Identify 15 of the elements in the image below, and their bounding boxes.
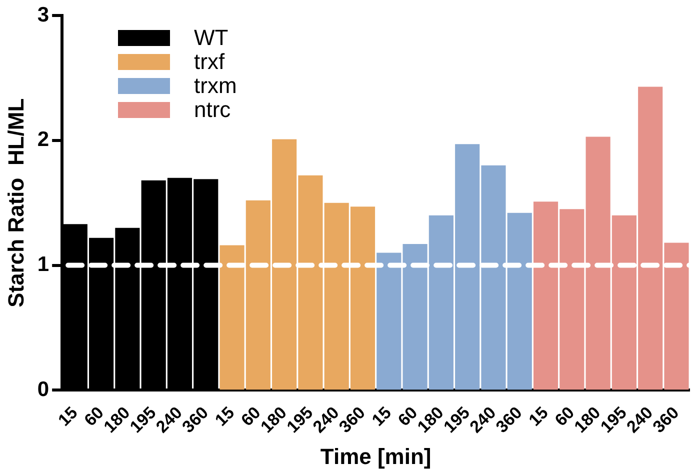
x-axis-title: Time [min]	[320, 444, 432, 469]
legend-label: ntrc	[194, 97, 231, 122]
y-tick-label: 0	[37, 378, 50, 401]
y-tick-label: 2	[37, 128, 50, 152]
x-tick-label: 15	[54, 403, 82, 430]
legend-label: trxf	[194, 49, 225, 74]
legend-label: WT	[194, 25, 228, 50]
x-tick-label: 15	[211, 403, 238, 430]
legend-label: trxm	[194, 73, 237, 98]
y-axis-title: Starch Ratio HL/ML	[3, 98, 28, 308]
y-tick-label: 1	[37, 253, 50, 276]
x-tick-label: 15	[368, 403, 396, 430]
bar	[376, 252, 402, 390]
x-tick-label: 15	[525, 403, 552, 430]
y-tick-label: 3	[37, 3, 50, 26]
